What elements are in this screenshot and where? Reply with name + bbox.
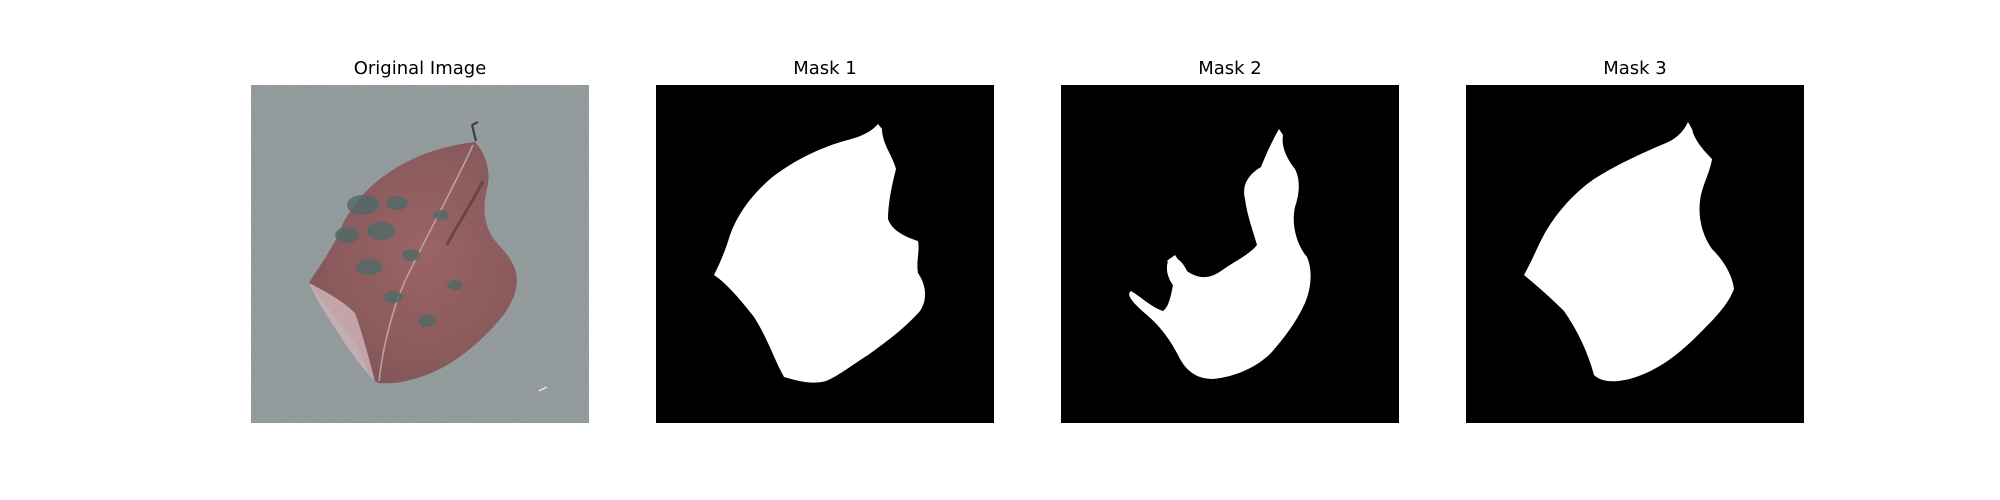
mask-2-image bbox=[1061, 85, 1399, 423]
panel-title: Original Image bbox=[353, 58, 487, 79]
leaf-photo bbox=[251, 85, 589, 423]
debris bbox=[538, 386, 548, 392]
panel-mask-3: Mask 3 bbox=[1466, 57, 1804, 427]
mask-region bbox=[714, 124, 926, 383]
leaf-crease bbox=[445, 180, 485, 246]
mask-fragment bbox=[1167, 255, 1179, 267]
panel-original-image: Original Image bbox=[251, 57, 589, 427]
leaf-spots bbox=[335, 195, 463, 327]
panel-title: Mask 3 bbox=[1603, 58, 1667, 79]
panel-mask-2: Mask 2 bbox=[1061, 57, 1399, 427]
mask-1-image bbox=[656, 85, 994, 423]
leaf-fold bbox=[309, 283, 375, 381]
mask-region bbox=[1129, 129, 1311, 379]
mask-3-image bbox=[1466, 85, 1804, 423]
leaf-stem bbox=[470, 121, 479, 142]
panel-title: Mask 1 bbox=[793, 58, 857, 79]
mask-fragment bbox=[1576, 311, 1586, 329]
leaf-midrib bbox=[378, 144, 474, 382]
panel-title: Mask 2 bbox=[1198, 58, 1262, 79]
panel-mask-1: Mask 1 bbox=[656, 57, 994, 427]
